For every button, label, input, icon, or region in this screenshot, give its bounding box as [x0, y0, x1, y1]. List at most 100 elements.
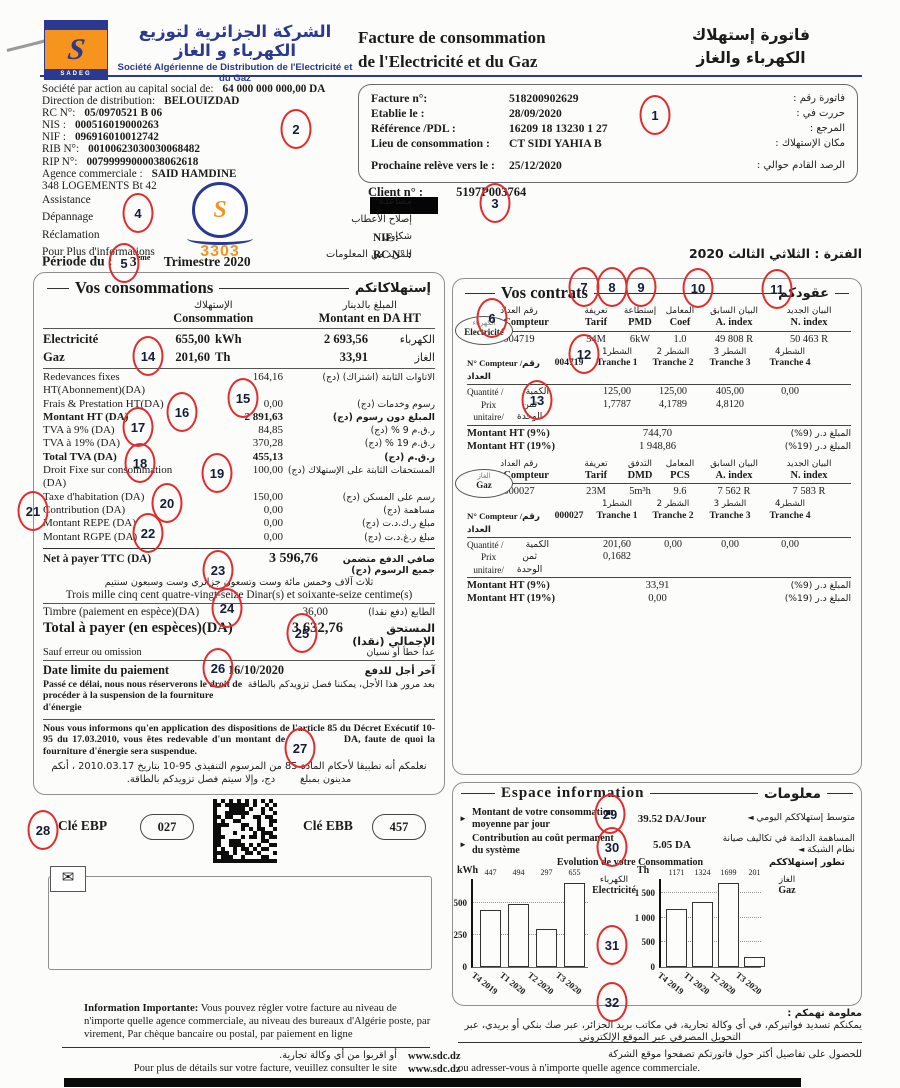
hotline-number: 3303	[200, 243, 240, 260]
chart-value-label: 1699	[720, 868, 737, 877]
chart-xtick-label: T4 2019	[655, 970, 686, 997]
contract-header-cell: البيان الجديد	[786, 458, 832, 469]
invoice-row-value: 28/09/2020	[509, 106, 562, 120]
energy-name-arabic: الكهرباء	[399, 333, 435, 346]
ebb-key-value: 457	[372, 814, 426, 840]
charge-label: Contribution (DA)	[43, 503, 126, 516]
contract-value-cell: 23M	[586, 486, 606, 497]
logo-top-band	[45, 21, 107, 30]
tranche-header-cell: Tranche 2	[652, 509, 694, 521]
annotation-marker-8: 8	[596, 267, 628, 307]
contract-header-cell: رقم العداد	[500, 458, 538, 469]
electricity-contract-table: الكهرباء Electricité رقم العداد تعريفة إستطا…	[453, 306, 861, 453]
company-info-value: 05/0970521 B 06	[84, 107, 163, 120]
important-information: Information Importante: Vous pouvez régl…	[84, 1002, 431, 1041]
invoice-row-value: CT SIDI YAHIA B	[509, 136, 602, 150]
contact-center-swoosh	[187, 232, 253, 245]
charge-value: 455,13	[252, 450, 283, 463]
tranche-header-cell: الشطر4	[775, 346, 805, 357]
annotation-marker-22: 22	[132, 513, 164, 553]
contract-value-cell: 49 808 R	[714, 333, 754, 345]
charge-value: 370,28	[252, 437, 283, 450]
contract-value-cell: 7 562 R	[717, 486, 751, 497]
gas-chart-legend: الغاز Gaz	[778, 875, 796, 896]
contracts-title: Vos contrats	[501, 283, 588, 302]
contract-header-cell: Coef	[669, 317, 691, 328]
info-bullet: ► Montant de votre consommation moyenne p…	[453, 807, 861, 830]
nif-label: NIF :	[373, 232, 399, 244]
company-info-value: 000516019000263	[74, 119, 159, 132]
contract-header-cell: التدفق	[628, 458, 652, 469]
chart-xtick-label: T3 2020	[553, 970, 584, 997]
amount-ht-value: 744,70	[642, 427, 673, 439]
assistance-list-arabic: مساعدة إصلاح الأعطاب شكاوي للمزيد من المعلو…	[298, 193, 412, 263]
chart-value-label: 655	[568, 868, 581, 877]
contract-header-cell: تعريفة	[584, 458, 608, 469]
deadline-notes: Passé ce délai, nous nous réserverons le…	[43, 678, 435, 714]
amount-ht-label-arabic: المبلغ د.ر (9%)	[790, 580, 851, 591]
quantity-cell: 0,00	[781, 538, 799, 550]
chart-value-label: 1171	[668, 868, 685, 877]
invoice-row: Référence /PDL : 16209 18 13230 1 27 المرج…	[371, 122, 845, 137]
info-title-arabic: معلومات	[764, 785, 821, 802]
left-arrow-icon: ◄	[798, 844, 805, 854]
invoice-row: Facture n°: 518200902629 فاتورة رقم :	[371, 92, 845, 107]
chart-ytick-label: 1 500	[634, 887, 655, 898]
energy-row: Electricité 655,00 kWh 2 693,56 الكهرباء	[43, 331, 435, 349]
annotation-marker-15: 15	[227, 378, 259, 418]
annotation-marker-19: 19	[201, 453, 233, 493]
contract-header-cell: A. index	[715, 317, 753, 328]
amount-ht-value: 0,00	[648, 593, 667, 604]
contract-header-cell: PMD	[628, 317, 652, 328]
client-nif-rc: NIF : RC N° :	[373, 230, 411, 263]
amount-ht9-row: Montant HT (9%) 744,70 المبلغ د.ر (9%)	[467, 427, 851, 440]
company-info-block: Société par action au capital social de:…	[42, 83, 372, 192]
charge-label-arabic: ر.ق.م 19 % (دج)	[364, 438, 435, 450]
company-info-value: 00799999000038062618	[86, 155, 199, 168]
company-info-row: Agence commerciale : SAID HAMDINE	[42, 168, 372, 180]
amount-ht-label: Montant HT (19%)	[467, 593, 556, 604]
quantity-cell: 405,00	[715, 386, 744, 397]
charge-row: Montant REPE (DA) 0,00 مبلغ ر.ك.د.ت (دج)	[43, 517, 435, 530]
company-info-value: SAID HAMDINE	[151, 167, 237, 180]
contract-value-cell: 5m³h	[629, 486, 651, 497]
amount-ht-label-arabic: المبلغ د.ر (9%)	[790, 427, 851, 439]
header-divider	[40, 75, 862, 77]
contract-header-cell: Tarif	[584, 469, 608, 481]
energy-name-arabic: الغاز	[414, 350, 435, 364]
footer-divider-left	[62, 1047, 430, 1048]
client-number-label: Client n° :	[368, 185, 423, 199]
amount-ht-label: Montant HT (19%)	[467, 440, 556, 452]
amount-ht-label-arabic: المبلغ د.ر (19%)	[784, 593, 851, 604]
charge-value: 100,00	[252, 464, 283, 477]
company-info-label: 348 LOGEMENTS Bt 42	[42, 179, 157, 192]
consumption-title-arabic: إستهلاكاتكم	[354, 280, 431, 296]
annotation-marker-11: 11	[761, 269, 793, 309]
annotation-marker-26: 26	[202, 648, 234, 688]
annotation-marker-27: 27	[284, 728, 316, 768]
unit-price-label: Prix unitaire/ثمن الوحدة	[473, 551, 543, 575]
tranche-header-cell: Tranche 3	[709, 357, 751, 368]
amount-ht9-row: Montant HT (9%) 33,91 المبلغ د.ر (9%)	[467, 579, 851, 592]
energy-name: Gaz	[43, 349, 65, 364]
charge-label-arabic: المستحقات الثابتة على الإستهلاك (دج)	[287, 465, 435, 477]
tranche-header-cell: Tranche 1	[596, 509, 638, 521]
contract-values-row: 004719 54M 6kW 1.0 49 808 R 50 463 R	[467, 333, 851, 347]
contract-header-cell: N. index	[790, 469, 828, 481]
contract-value-cell: 9.6	[673, 486, 687, 497]
charge-value: 0,00	[263, 530, 283, 543]
gas-consumption-chart: Th 0 500 1 000 1 500 1171 T4 2019 1324 T1 2020 16…	[635, 865, 765, 996]
tranche-header-cell: الشطر1	[602, 499, 632, 509]
stamp-duty-row: Timbre (paiement en espèce)(DA) 36,00 ال…	[43, 605, 435, 618]
chart-unit-label: Th	[637, 865, 650, 876]
invoice-row-label: Facture n°:	[371, 92, 428, 105]
decree-notice-arabic: نعلمكم أنه تطبيقا لأحكام المادة 85 من ال…	[51, 761, 427, 785]
info-section: Espace information معلومات ► Montant de v…	[452, 782, 862, 1006]
contract-header-arabic: رقم العداد تعريفة إستطاعة المعامل البيان الس…	[467, 306, 851, 317]
contract-header-cell: N. index	[790, 317, 828, 328]
company-info-row: RIB N°: 00100623030030068482	[42, 143, 372, 155]
contract-header-cell: N° Compteur	[489, 317, 549, 328]
footer-website-note-arabic: للحصول على تفاصيل أكثر حول فاتورتكم تصفح…	[608, 1049, 862, 1060]
electricity-chart-legend: الكهرباء Electricité	[592, 875, 636, 896]
charge-label-arabic: رسوم وخدمات (دج)	[357, 398, 435, 410]
